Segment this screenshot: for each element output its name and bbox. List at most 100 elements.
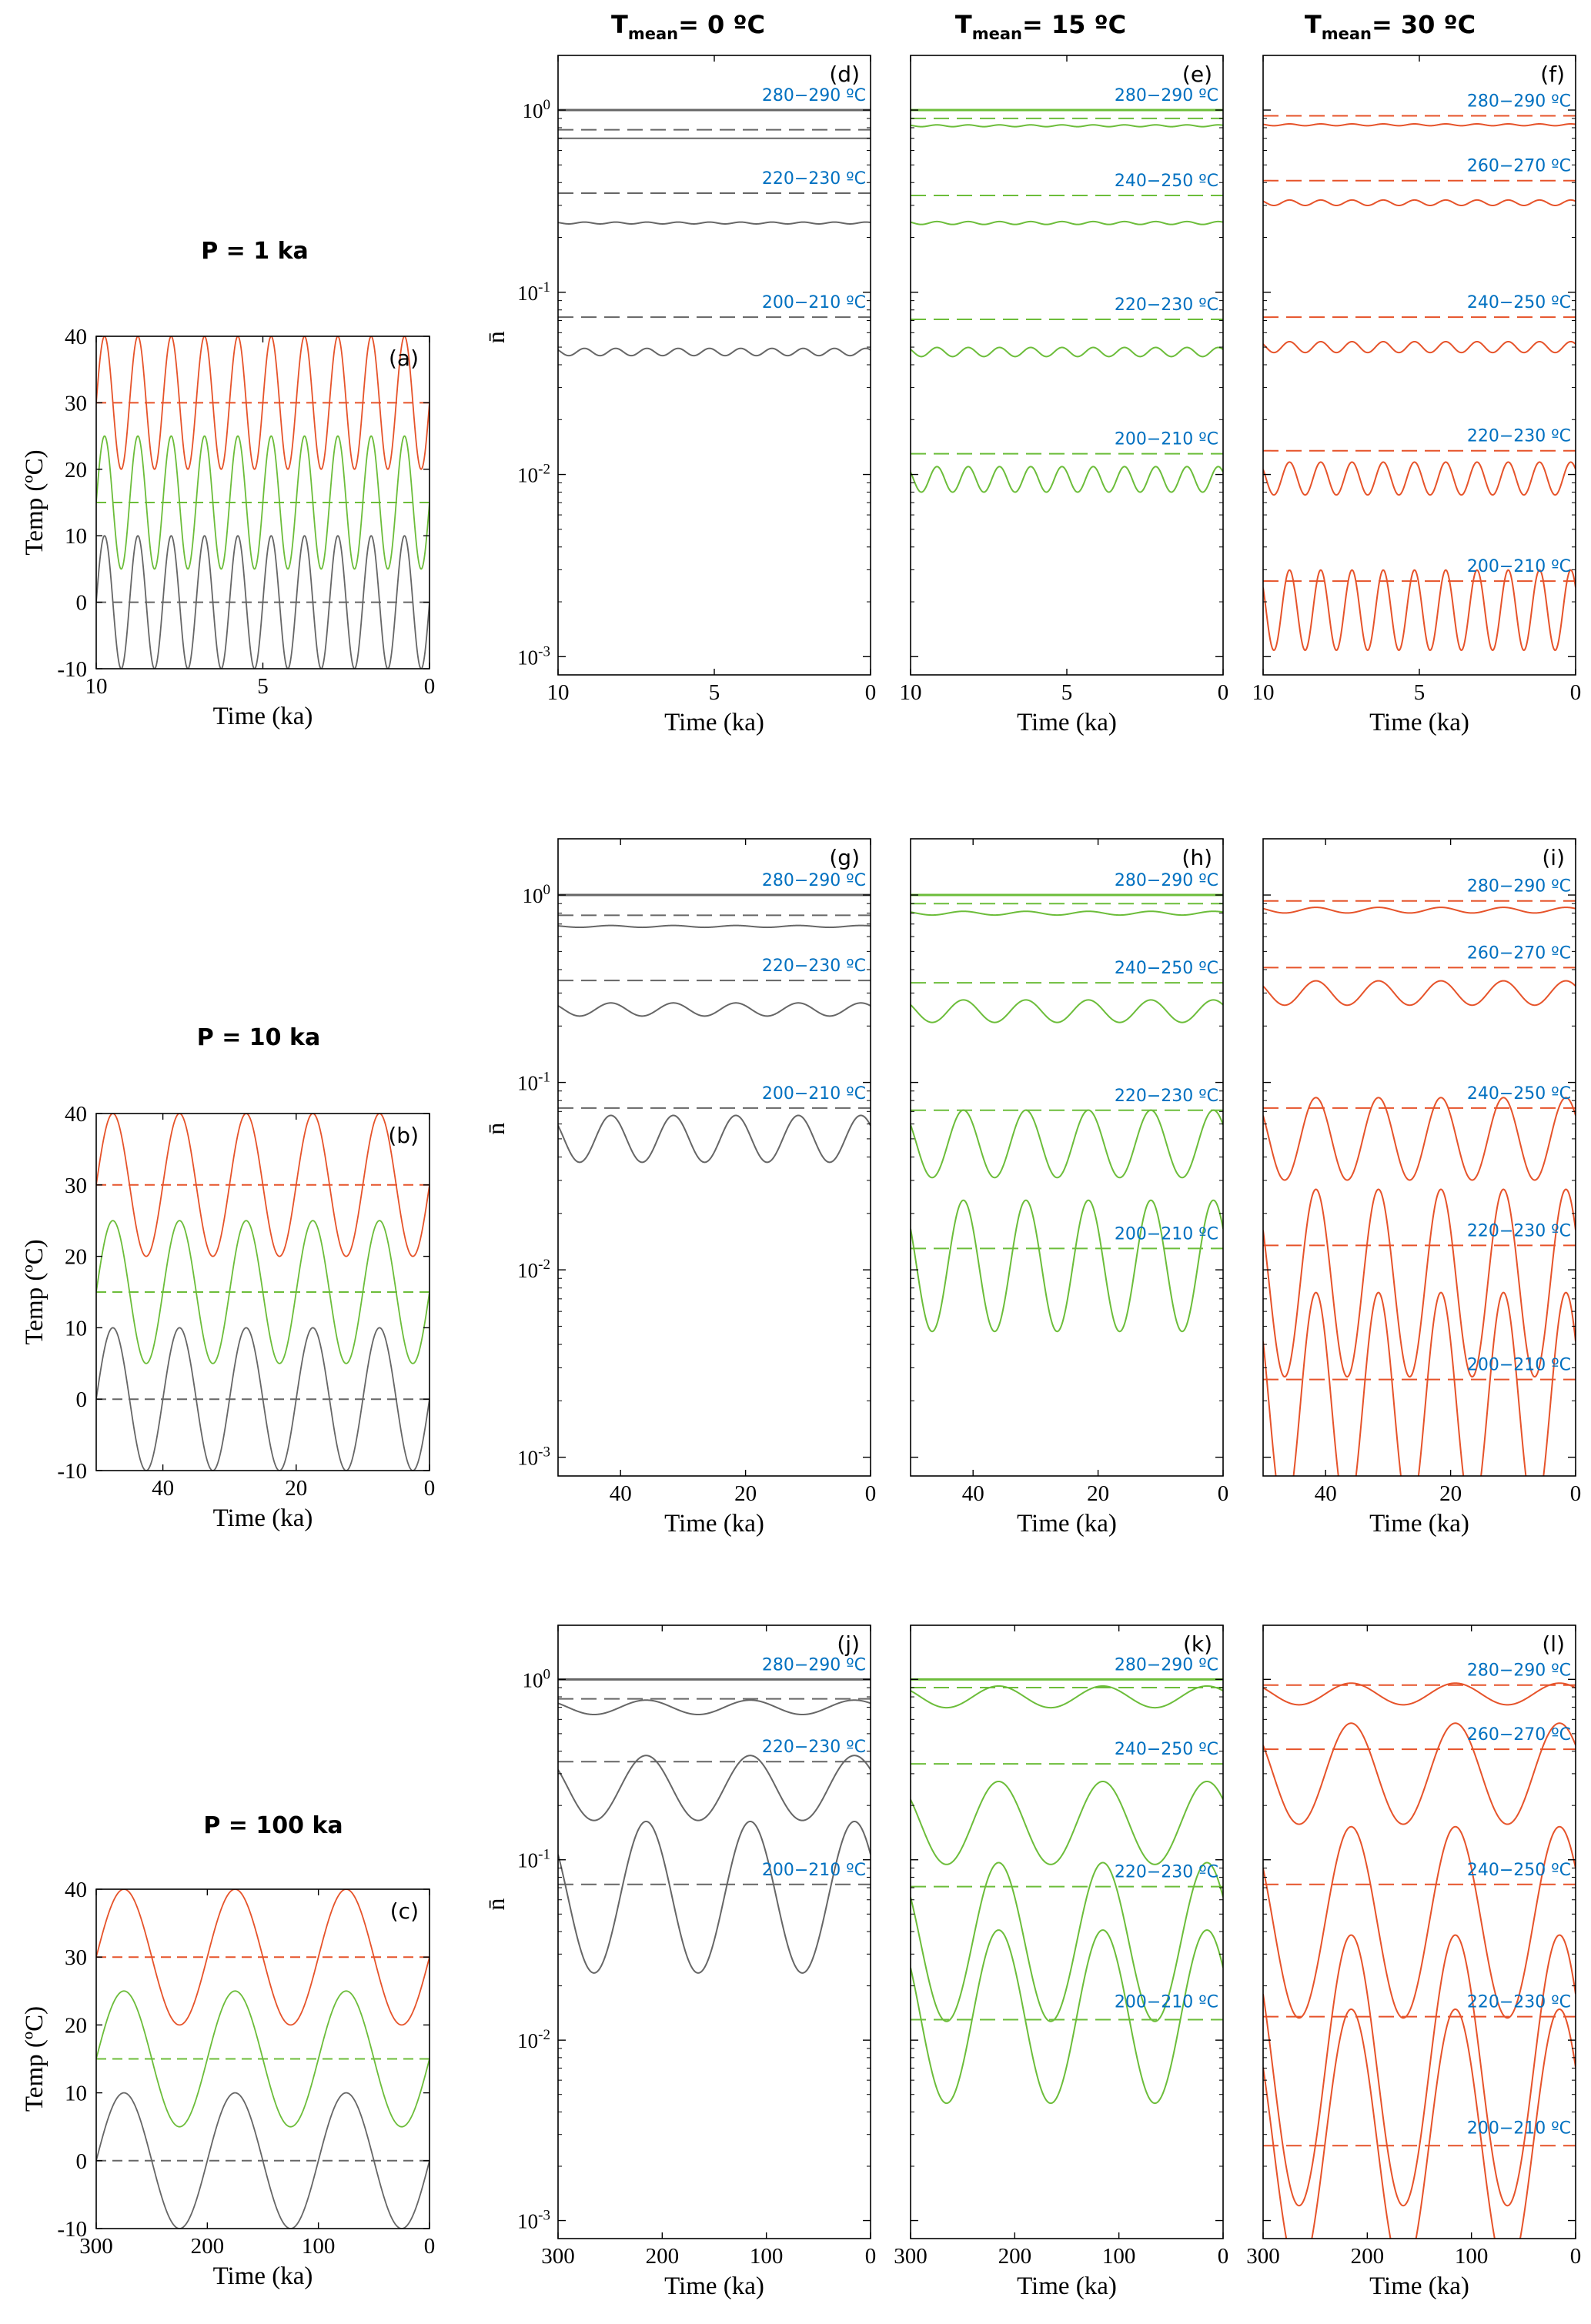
n-0-2-series-220-230 xyxy=(1263,461,1576,496)
n-panel-g: 280−290 ºC 220−230 ºC 200−210 ºC 10-3 10-2 10… xyxy=(482,838,877,1538)
n-1-0-series-220-230 xyxy=(558,1002,871,1017)
n-1-1-xtick-label-1: 20 xyxy=(1087,1481,1109,1506)
n-panel-d: 280−290 ºC 220−230 ºC 200−210 ºC 10-3 10-2 10… xyxy=(482,55,876,736)
n-2-1-series-200-210 xyxy=(911,1929,1223,2105)
temp-2-series-2 xyxy=(96,1889,430,2026)
n-0-2-series-200-210 xyxy=(1263,569,1576,651)
temp-0-ylabel: Temp (ºC) xyxy=(21,449,48,555)
n-2-0-xtick-label-3: 0 xyxy=(865,2244,877,2269)
n-0-2-series-group xyxy=(1263,115,1576,651)
n-2-1-band-label-200-210: 200−210 ºC xyxy=(1115,1993,1218,2012)
temp-2-xtick-label-1: 200 xyxy=(191,2234,225,2259)
temp-1-panel-letter: (b) xyxy=(388,1123,419,1148)
n-2-0-xtick-label-1: 200 xyxy=(646,2244,680,2269)
n-2-1-band-label-240-250: 240−250 ºC xyxy=(1115,1740,1218,1759)
n-1-1-band-label-200-210: 200−210 ºC xyxy=(1115,1224,1218,1244)
n-0-1-series-200-210 xyxy=(911,466,1223,493)
n-0-2-series-280-290 xyxy=(1263,123,1576,127)
n-2-0-band-label-200-210: 200−210 ºC xyxy=(762,1861,866,1880)
n-2-2-panel-letter: (l) xyxy=(1542,1631,1565,1657)
header-col1: Tmean= 0 ºC xyxy=(611,10,765,43)
temp-1-xtick-label-1: 20 xyxy=(285,1476,307,1501)
n-2-0-ylabel: n̄ xyxy=(482,1898,510,1911)
n-2-0-xtick-label-0: 300 xyxy=(541,2244,575,2269)
n-0-1-series-group xyxy=(911,109,1223,493)
n-2-0-panel-letter: (j) xyxy=(837,1631,860,1657)
n-2-1-band-label-220-230: 220−230 ºC xyxy=(1115,1863,1218,1882)
temp-2-ylabel: Temp (ºC) xyxy=(21,2006,48,2112)
n-2-0-ytick-label-0: 10-3 xyxy=(517,2208,550,2233)
n-2-2-band-label-240-250: 240−250 ºC xyxy=(1467,1861,1571,1880)
temp-2-series-1 xyxy=(96,1990,430,2128)
temp-2-xlabel: Time (ka) xyxy=(213,2262,313,2290)
n-1-2-series-200-210 xyxy=(1263,1291,1576,1476)
n-2-1-xlabel: Time (ka) xyxy=(1017,2272,1117,2300)
n-0-1-series-260-270 xyxy=(911,124,1223,128)
temp-1-series-0 xyxy=(96,1327,430,1471)
temp-panel-0: -10 0 10 20 30 40 10 5 0 Time (ka) Temp (ºC) (a) xyxy=(21,325,435,730)
n-0-0-series-220-230 xyxy=(558,221,871,225)
n-1-2-xtick-label-1: 20 xyxy=(1439,1481,1462,1506)
n-0-0-series-group xyxy=(558,109,871,357)
n-1-2-band-label-240-250: 240−250 ºC xyxy=(1467,1084,1571,1104)
n-0-0-frame xyxy=(557,55,871,676)
temp-2-xtick-label-2: 100 xyxy=(302,2234,336,2259)
n-1-2-band-label-220-230: 220−230 ºC xyxy=(1467,1221,1571,1240)
temp-0-ytick-label-3: 20 xyxy=(65,458,87,482)
n-2-1-series-220-230 xyxy=(911,1862,1223,2022)
n-0-1-band-label-200-210: 200−210 ºC xyxy=(1115,430,1218,449)
header-col3: Tmean= 30 ºC xyxy=(1305,10,1476,43)
n-2-2-xlabel: Time (ka) xyxy=(1369,2272,1469,2300)
n-0-2-band-label-200-210: 200−210 ºC xyxy=(1467,557,1571,576)
n-1-2-series-260-270 xyxy=(1263,980,1576,1007)
n-1-0-xtick-label-2: 0 xyxy=(865,1481,877,1506)
n-0-2-band-label-220-230: 220−230 ºC xyxy=(1467,427,1571,446)
n-1-1-series-220-230 xyxy=(911,1109,1223,1179)
temp-0-series-group xyxy=(96,336,430,669)
temp-0-panel-letter: (a) xyxy=(389,346,419,371)
n-0-0-xlabel: Time (ka) xyxy=(664,709,764,736)
n-0-0-xtick-label-0: 10 xyxy=(547,680,570,705)
temp-0-xlabel: Time (ka) xyxy=(213,703,313,730)
n-0-0-band-label-220-230: 220−230 ºC xyxy=(762,169,866,189)
n-0-1-band-label-220-230: 220−230 ºC xyxy=(1115,296,1218,315)
n-1-2-band-label-200-210: 200−210 ºC xyxy=(1467,1356,1571,1375)
row-label-p10: P = 10 ka xyxy=(197,1024,320,1051)
n-1-2-series-280-290 xyxy=(1263,907,1576,914)
n-panel-i: 280−290 ºC 260−270 ºC 240−250 ºC 220−230 ºC… xyxy=(1262,838,1581,1538)
n-2-2-xtick-label-3: 0 xyxy=(1570,2244,1582,2269)
n-1-0-ylabel: n̄ xyxy=(482,1123,510,1135)
temp-1-ytick-label-5: 40 xyxy=(65,1102,87,1127)
temp-0-xtick-label-2: 0 xyxy=(424,674,436,699)
n-0-1-xlabel: Time (ka) xyxy=(1017,709,1117,736)
n-1-2-series-group xyxy=(1263,900,1576,1476)
n-2-0-series-group xyxy=(558,1678,871,1974)
temp-0-series-0 xyxy=(96,535,430,669)
n-0-2-series-240-250 xyxy=(1263,340,1576,354)
n-1-1-series-group xyxy=(911,893,1223,1333)
temp-0-ytick-label-2: 10 xyxy=(65,524,87,549)
n-1-0-ytick-label-1: 10-2 xyxy=(517,1257,550,1282)
n-2-1-xtick-label-1: 200 xyxy=(998,2244,1032,2269)
n-0-2-frame xyxy=(1262,55,1576,676)
temp-2-series-group xyxy=(96,1889,430,2229)
temp-1-xtick-label-2: 0 xyxy=(424,1476,436,1501)
n-2-1-series-group xyxy=(911,1678,1223,2105)
n-0-2-xtick-label-1: 5 xyxy=(1414,680,1426,705)
n-2-1-xtick-label-3: 0 xyxy=(1218,2244,1229,2269)
n-1-1-series-200-210 xyxy=(911,1199,1223,1333)
n-0-1-band-label-280-290: 280−290 ºC xyxy=(1115,86,1218,105)
n-0-2-band-label-260-270: 260−270 ºC xyxy=(1467,157,1571,176)
temp-1-ytick-label-3: 20 xyxy=(65,1245,87,1270)
n-0-1-xtick-label-2: 0 xyxy=(1218,680,1229,705)
n-0-1-series-240-250 xyxy=(911,220,1223,225)
n-1-2-series-240-250 xyxy=(1263,1097,1576,1181)
n-1-0-panel-letter: (g) xyxy=(829,845,860,870)
n-1-0-xtick-label-0: 40 xyxy=(610,1481,632,1506)
n-2-1-panel-letter: (k) xyxy=(1183,1631,1212,1657)
row-label-p100: P = 100 ka xyxy=(203,1812,343,1839)
n-0-0-band-label-200-210: 200−210 ºC xyxy=(762,293,866,312)
n-2-2-band-label-280-290: 280−290 ºC xyxy=(1467,1661,1571,1681)
temp-0-ytick-label-1: 0 xyxy=(76,591,88,616)
n-2-2-series-200-210 xyxy=(1263,2008,1576,2239)
